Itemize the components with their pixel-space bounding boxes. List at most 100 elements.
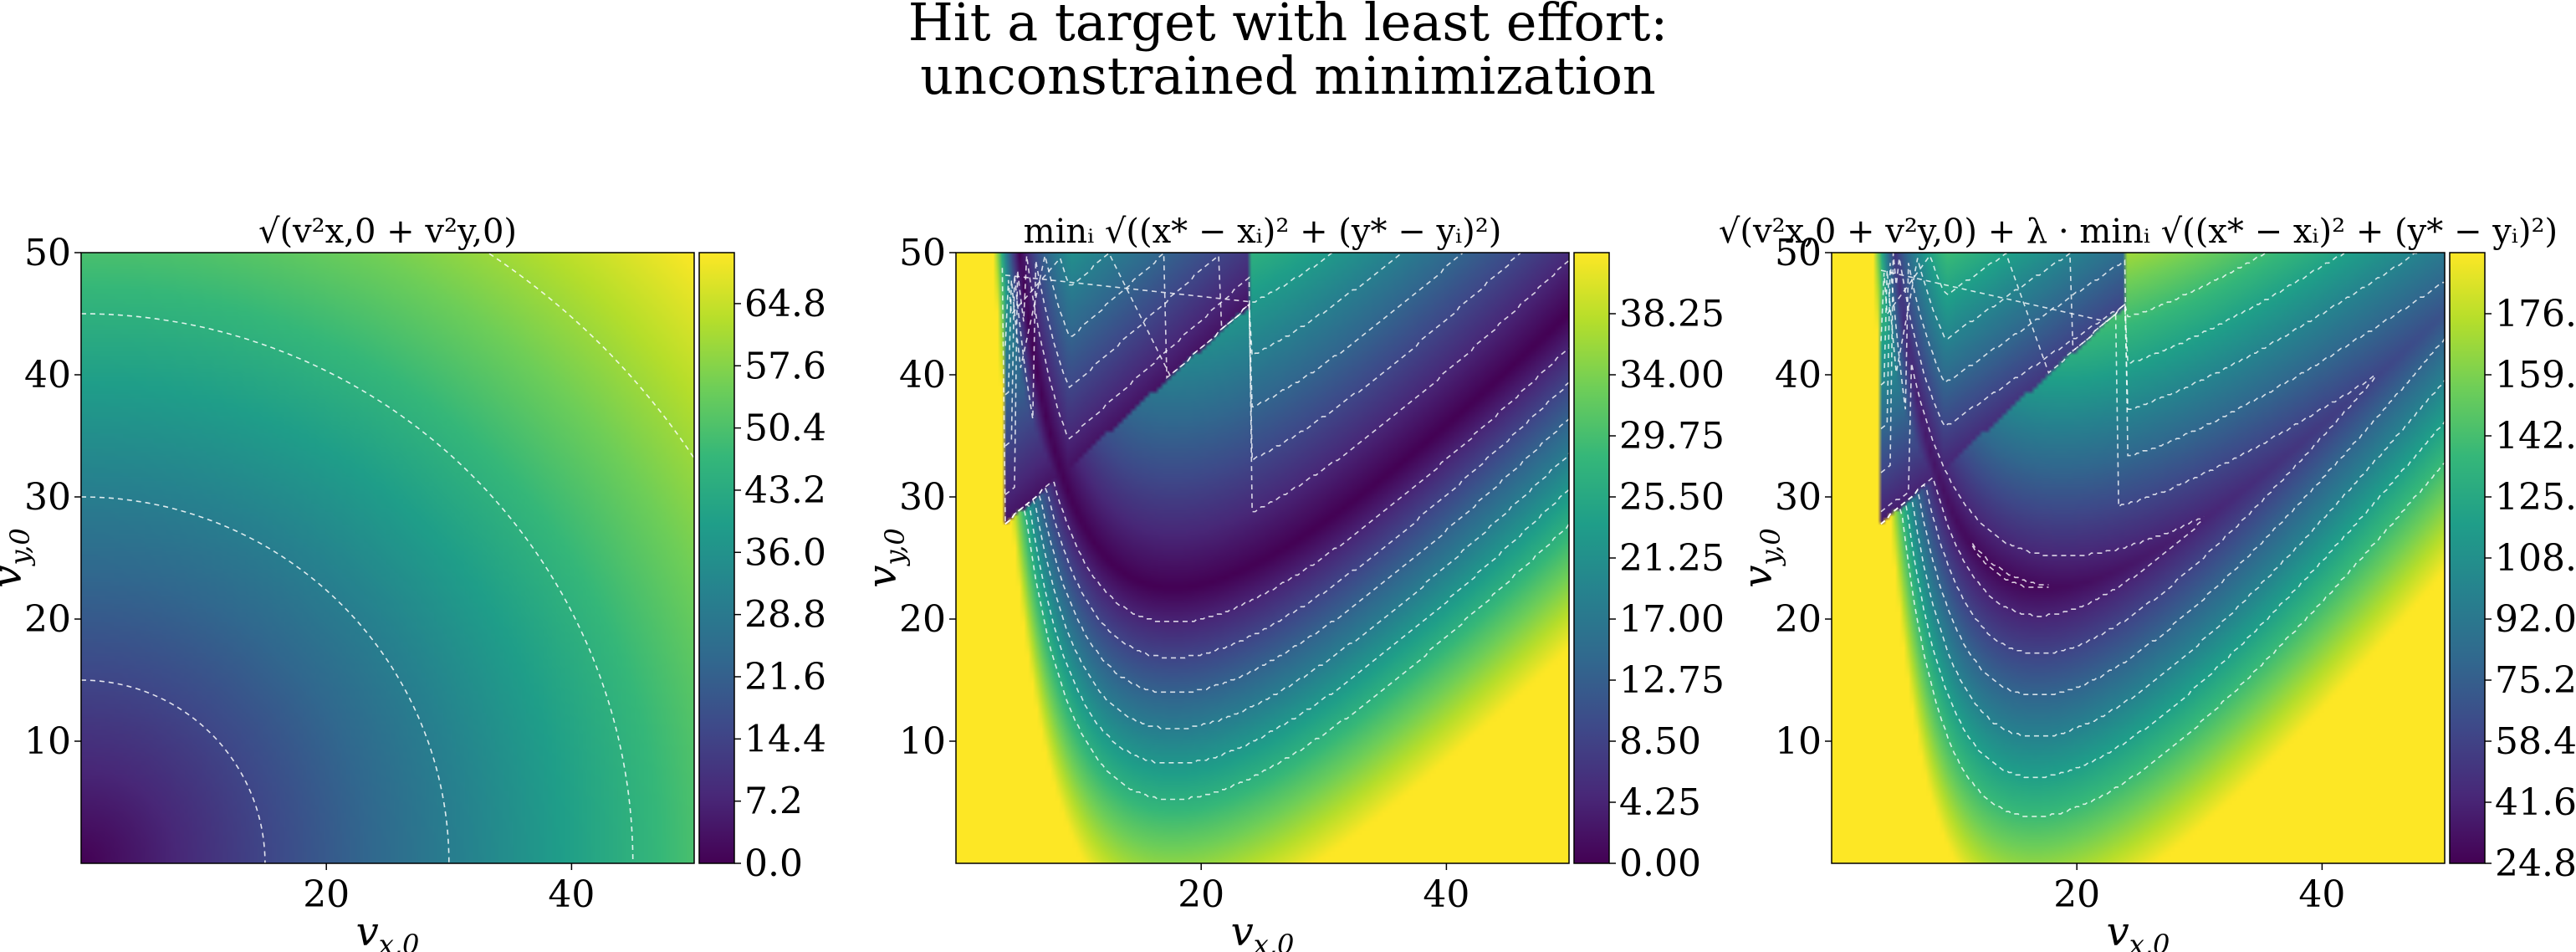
colorbar-tick-label: 75.2 <box>2495 659 2576 702</box>
contour-line <box>1971 545 2049 588</box>
heatmap-image <box>1832 253 2445 863</box>
colorbar-tick-label: 17.00 <box>1619 598 1725 641</box>
contour-line <box>1004 252 1463 408</box>
x-axis-label: vx,0 <box>2107 908 2170 952</box>
y-axis-label: vy,0 <box>1735 528 1786 587</box>
y-tick-label: 10 <box>24 720 71 763</box>
x-tick-label: 20 <box>2053 873 2100 916</box>
contour-line <box>1004 255 1570 513</box>
miss-distance-panel: 20 40 10 20 30 40 50 vx,0 vy,0 minᵢ √((x* − xᵢ)² … <box>859 212 1725 952</box>
y-tick-label: 40 <box>899 354 946 397</box>
contour-lines <box>80 130 818 864</box>
contour-line <box>1880 252 2418 411</box>
colorbar-tick-label: 50.4 <box>744 407 826 450</box>
y-tick-label: 50 <box>1775 232 1822 274</box>
contour-line <box>1004 347 1570 622</box>
contour-line <box>1004 453 1570 729</box>
heatmap-image <box>81 253 694 863</box>
axes-frame <box>955 252 1570 864</box>
colorbar-tick-label: 12.75 <box>1619 659 1725 702</box>
contour-line <box>1880 258 2445 457</box>
colorbar-tick-label: 34.00 <box>1619 354 1725 397</box>
colorbar-tick-label: 8.50 <box>1619 720 1701 763</box>
axes-frame <box>1831 252 2446 864</box>
contour-line <box>1004 252 1335 303</box>
colorbar-tick-label: 142.4 <box>2495 415 2576 458</box>
colorbar: 0.00 4.25 8.50 12.75 17.00 21.25 25.50 29.75 34.… <box>1573 252 1725 885</box>
x-axis-label: vx,0 <box>356 908 420 952</box>
y-tick-label: 20 <box>1775 598 1822 641</box>
contour-lines <box>1001 252 1570 801</box>
colorbar-gradient <box>698 252 735 864</box>
colorbar-tick-label: 21.6 <box>744 656 826 699</box>
colorbar: 0.0 7.2 14.4 21.6 28.8 36.0 43.2 50.4 57.6 64.8 <box>698 252 826 885</box>
colorbar-tick-label: 92.0 <box>2495 598 2576 641</box>
contour-line <box>1880 421 2446 779</box>
contour-line <box>80 313 634 864</box>
colorbar: 24.8 41.6 58.4 75.2 92.0 108.8 125.6 142.4 159.2… <box>2449 252 2576 885</box>
colorbar-tick-label: 29.75 <box>1619 415 1725 458</box>
x-tick-label: 40 <box>548 873 595 916</box>
contour-line <box>1971 543 2049 586</box>
contour-line <box>1004 418 1570 694</box>
colorbar-tick-label: 108.8 <box>2495 537 2576 580</box>
colorbar-tick-label: 24.8 <box>2495 842 2576 885</box>
contour-line <box>1004 489 1570 764</box>
panel-title: √(v²x,0 + v²y,0) + λ · minᵢ √((x* − xᵢ)²… <box>1719 212 2558 251</box>
y-tick-label: 50 <box>24 232 71 274</box>
colorbar-tick-label: 7.2 <box>744 781 803 823</box>
y-tick-label: 10 <box>899 720 946 763</box>
colorbar-tick-label: 159.2 <box>2495 354 2576 397</box>
colorbar-gradient <box>1573 252 1610 864</box>
contour-line <box>1880 253 2375 509</box>
colorbar-tick-label: 25.50 <box>1619 476 1725 519</box>
contour-line <box>1004 253 1521 463</box>
y-tick-label: 20 <box>899 598 946 641</box>
colorbar-tick-label: 0.00 <box>1619 842 1701 885</box>
colorbar-tick-label: 21.25 <box>1619 537 1725 580</box>
colorbar-tick-label: 36.0 <box>744 531 826 574</box>
contour-line <box>1004 381 1570 659</box>
y-tick-label: 30 <box>1775 476 1822 519</box>
panel-title: minᵢ √((x* − xᵢ)² + (y* − yᵢ)²) <box>1024 212 1502 251</box>
colorbar-tick-label: 57.6 <box>744 345 826 387</box>
x-tick-label: 20 <box>1178 873 1224 916</box>
contour-lines <box>1880 252 2446 817</box>
y-tick-label: 40 <box>1775 354 1822 397</box>
colorbar-tick-label: 28.8 <box>744 594 826 637</box>
panels: 20 40 10 20 30 40 50 vx,0 vy,0 √(v²x,0 + v²y,0) 0.… <box>0 130 2576 952</box>
y-axis-label: vy,0 <box>0 528 36 587</box>
colorbar-tick-label: 43.2 <box>744 469 826 512</box>
contour-line <box>1001 268 1570 801</box>
y-axis-label: vy,0 <box>859 528 911 587</box>
figure-title-line-2: unconstrained minimization <box>920 45 1656 106</box>
x-tick-label: 40 <box>2298 873 2345 916</box>
contour-line <box>80 496 450 864</box>
contour-line <box>1880 379 2446 737</box>
contour-line <box>1004 252 1403 376</box>
contour-line <box>1880 476 2205 617</box>
x-tick-label: 20 <box>303 873 350 916</box>
axes-frame <box>80 252 695 864</box>
y-tick-label: 50 <box>899 232 946 274</box>
y-tick-label: 10 <box>1775 720 1822 763</box>
x-axis-label: vx,0 <box>1231 908 1295 952</box>
colorbar-tick-label: 41.6 <box>2495 781 2576 824</box>
colorbar-tick-label: 4.25 <box>1619 781 1701 824</box>
colorbar-tick-label: 176.0 <box>2495 293 2576 335</box>
contour-line <box>80 679 266 864</box>
colorbar-tick-label: 38.25 <box>1619 293 1725 335</box>
colorbar-tick-label: 0.0 <box>744 842 803 885</box>
figure-title-line-1: Hit a target with least effort: <box>908 0 1669 53</box>
panel-title: √(v²x,0 + v²y,0) <box>258 212 517 251</box>
contour-line <box>1880 253 2266 323</box>
colorbar-tick-label: 14.4 <box>744 718 826 760</box>
contour-line <box>1880 252 2345 374</box>
y-tick-label: 30 <box>24 476 71 519</box>
colorbar-tick-label: 58.4 <box>2495 720 2576 763</box>
contour-line <box>80 130 818 864</box>
colorbar-tick-label: 125.6 <box>2495 476 2576 519</box>
y-tick-label: 20 <box>24 598 71 641</box>
effort-panel: 20 40 10 20 30 40 50 vx,0 vy,0 √(v²x,0 + v²y,0) 0.… <box>0 130 826 952</box>
